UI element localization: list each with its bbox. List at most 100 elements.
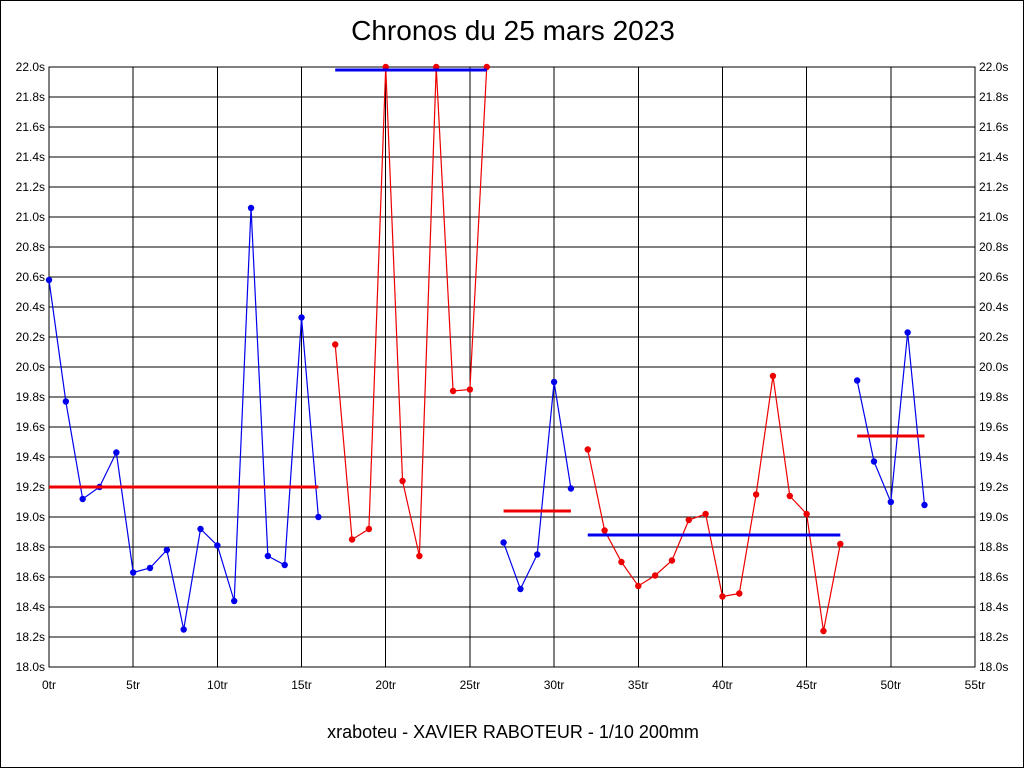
data-point: [736, 590, 743, 597]
y-tick-label-right: 20.0s: [979, 360, 1008, 374]
data-point: [719, 593, 726, 600]
y-tick-label-left: 19.2s: [16, 480, 45, 494]
data-point: [618, 558, 625, 566]
data-point: [769, 372, 777, 380]
data-point: [702, 510, 709, 518]
y-tick-label-left: 20.0s: [16, 360, 45, 374]
data-point: [685, 516, 692, 524]
y-tick-label-left: 18.2s: [16, 630, 45, 644]
x-tick-label: 5tr: [126, 678, 140, 692]
series-line: [48, 207, 319, 630]
y-tick-label-right: 19.6s: [979, 420, 1008, 434]
y-tick-label-left: 18.4s: [16, 600, 45, 614]
y-tick-label-left: 21.0s: [16, 210, 45, 224]
data-point: [601, 527, 608, 534]
data-point: [921, 501, 928, 509]
chart-title: Chronos du 25 mars 2023: [351, 15, 675, 46]
data-point: [315, 513, 322, 521]
y-tick-label-right: 19.4s: [979, 450, 1008, 464]
plot-border: [48, 66, 976, 668]
y-tick-label-left: 21.2s: [16, 180, 45, 194]
y-tick-label-right: 21.8s: [979, 90, 1008, 104]
data-point: [365, 525, 373, 533]
y-tick-label-left: 21.4s: [16, 150, 45, 164]
y-tick-label-right: 19.0s: [979, 510, 1008, 524]
y-tick-label-left: 20.2s: [16, 330, 45, 344]
data-point: [853, 377, 861, 384]
y-tick-label-right: 20.6s: [979, 270, 1008, 284]
y-tick-label-left: 21.6s: [16, 120, 45, 134]
data-point: [399, 477, 406, 485]
x-tick-label: 25tr: [460, 678, 481, 692]
data-point: [247, 204, 255, 212]
data-point: [62, 398, 70, 405]
chart-caption: xraboteu - XAVIER RABOTEUR - 1/10 200mm: [327, 722, 699, 742]
data-point: [500, 539, 507, 546]
x-tick-label: 55tr: [965, 678, 986, 692]
y-tick-label-right: 18.2s: [979, 630, 1008, 644]
y-tick-label-left: 22.0s: [16, 60, 45, 74]
y-tick-label-right: 21.2s: [979, 180, 1008, 194]
data-point: [129, 569, 137, 576]
data-point: [180, 626, 187, 633]
y-tick-label-left: 21.8s: [16, 90, 45, 104]
data-point: [651, 572, 659, 579]
data-point: [449, 387, 457, 395]
y-tick-label-right: 18.8s: [979, 540, 1008, 554]
data-point: [163, 546, 171, 554]
data-point: [197, 525, 204, 533]
data-point: [517, 585, 524, 593]
y-tick-label-left: 20.6s: [16, 270, 45, 284]
y-tick-label-right: 19.2s: [979, 480, 1008, 494]
data-point: [534, 551, 541, 558]
data-point: [803, 510, 810, 518]
data-point: [281, 561, 288, 569]
data-point: [870, 458, 878, 465]
series-line: [334, 66, 488, 557]
data-point: [550, 378, 558, 386]
series-line: [503, 381, 572, 591]
x-tick-label: 10tr: [207, 678, 228, 692]
y-tick-label-left: 19.8s: [16, 390, 45, 404]
y-tick-label-right: 19.8s: [979, 390, 1008, 404]
data-point: [466, 386, 474, 393]
y-tick-label-left: 20.8s: [16, 240, 45, 254]
series-line: [587, 375, 841, 632]
x-tick-label: 50tr: [880, 678, 901, 692]
y-tick-label-left: 20.4s: [16, 300, 45, 314]
x-tick-label: 35tr: [628, 678, 649, 692]
x-tick-label: 0tr: [42, 678, 56, 692]
data-point: [214, 542, 221, 549]
data-point: [113, 449, 120, 456]
y-tick-label-right: 18.6s: [979, 570, 1008, 584]
y-tick-label-left: 19.4s: [16, 450, 45, 464]
x-tick-label: 45tr: [796, 678, 817, 692]
data-point: [264, 552, 272, 560]
y-tick-label-left: 18.6s: [16, 570, 45, 584]
data-point: [298, 314, 305, 321]
data-point: [79, 495, 86, 503]
x-tick-label: 30tr: [544, 678, 565, 692]
y-tick-label-left: 18.0s: [16, 660, 45, 674]
data-point: [567, 485, 575, 492]
data-point: [416, 552, 423, 560]
y-tick-label-right: 22.0s: [979, 60, 1008, 74]
data-point: [752, 491, 760, 498]
y-tick-label-left: 19.0s: [16, 510, 45, 524]
data-point: [635, 582, 642, 590]
y-tick-label-right: 20.8s: [979, 240, 1008, 254]
y-tick-label-right: 18.4s: [979, 600, 1008, 614]
y-tick-label-left: 18.8s: [16, 540, 45, 554]
data-point: [904, 329, 911, 336]
y-tick-label-right: 20.4s: [979, 300, 1008, 314]
data-point: [348, 536, 356, 543]
data-point: [584, 446, 591, 453]
data-point: [45, 276, 53, 284]
data-point: [820, 627, 827, 635]
x-tick-label: 20tr: [375, 678, 396, 692]
y-tick-label-right: 20.2s: [979, 330, 1008, 344]
y-tick-label-right: 21.6s: [979, 120, 1008, 134]
y-tick-label-right: 21.0s: [979, 210, 1008, 224]
y-tick-label-left: 19.6s: [16, 420, 45, 434]
